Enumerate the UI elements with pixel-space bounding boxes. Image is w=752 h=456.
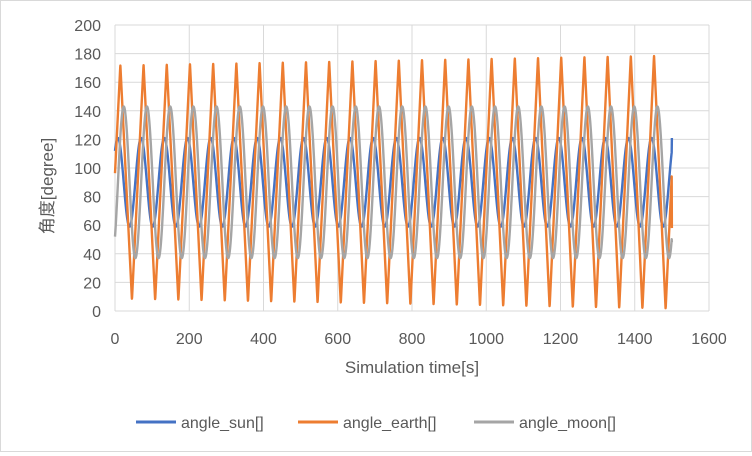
y-axis-ticks: 0 20 40 60 80 100 120 140 160 180 200 bbox=[74, 18, 101, 321]
y-tick-label: 160 bbox=[74, 75, 101, 92]
legend-label: angle_sun[] bbox=[181, 415, 264, 432]
series-line-2 bbox=[113, 105, 674, 260]
legend-label: angle_moon[] bbox=[519, 415, 616, 432]
x-tick-label: 0 bbox=[111, 331, 120, 348]
y-tick-label: 0 bbox=[92, 304, 101, 321]
x-tick-label: 800 bbox=[399, 331, 426, 348]
y-tick-label: 120 bbox=[74, 132, 101, 149]
y-tick-label: 100 bbox=[74, 161, 101, 178]
x-tick-label: 1000 bbox=[468, 331, 504, 348]
y-tick-label: 200 bbox=[74, 18, 101, 35]
y-tick-label: 20 bbox=[83, 275, 101, 292]
y-tick-label: 140 bbox=[74, 104, 101, 121]
x-tick-label: 200 bbox=[176, 331, 203, 348]
y-axis-label: 角度[degree] bbox=[38, 138, 57, 234]
legend-label: angle_earth[] bbox=[343, 415, 436, 432]
x-axis-label: Simulation time[s] bbox=[345, 358, 479, 377]
x-axis-ticks: 0 200 400 600 800 1000 1200 1400 1600 bbox=[111, 331, 727, 348]
series-line-1 bbox=[113, 54, 674, 310]
y-tick-label: 60 bbox=[83, 218, 101, 235]
y-tick-label: 80 bbox=[83, 190, 101, 207]
x-tick-label: 1400 bbox=[617, 331, 653, 348]
x-tick-label: 600 bbox=[324, 331, 351, 348]
x-tick-label: 1600 bbox=[691, 331, 727, 348]
y-tick-label: 180 bbox=[74, 47, 101, 64]
x-tick-label: 400 bbox=[250, 331, 277, 348]
series-lines bbox=[113, 54, 674, 310]
x-tick-label: 1200 bbox=[543, 331, 579, 348]
legend: angle_sun[] angle_earth[] angle_moon[] bbox=[136, 415, 616, 432]
y-tick-label: 40 bbox=[83, 247, 101, 264]
